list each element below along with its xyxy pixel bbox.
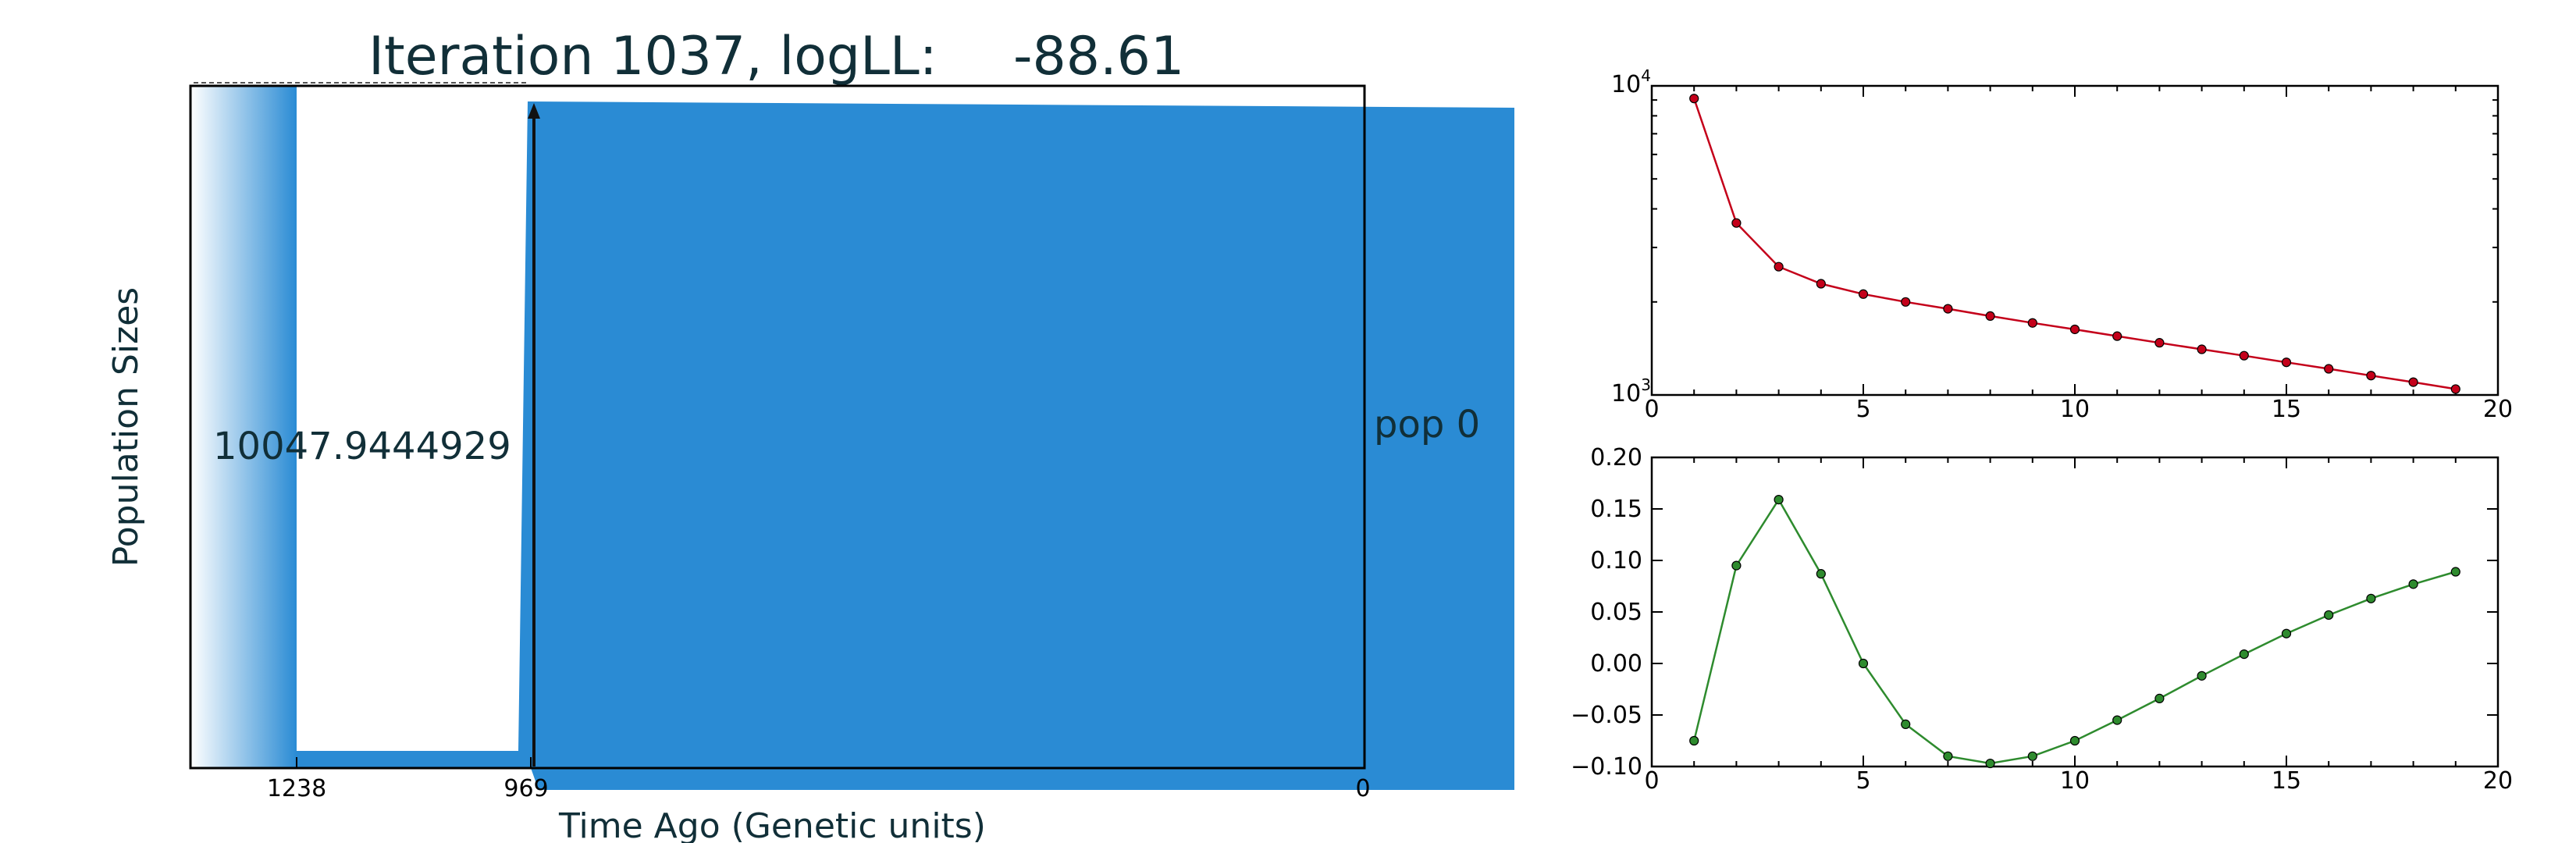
population-y-axis-label: Population Sizes bbox=[106, 287, 146, 567]
linear-series-line bbox=[1689, 495, 2460, 769]
linear-series-y-tick-label: 0.15 bbox=[1590, 496, 1642, 523]
data-point bbox=[2239, 350, 2249, 361]
linear-series-chart: 0 5 10 15 20 0.20 0.15 0.10 0.05 0.00 −0… bbox=[1571, 444, 2513, 795]
population-axes-frame bbox=[189, 84, 1366, 770]
data-point bbox=[2366, 593, 2376, 603]
data-point bbox=[1774, 495, 1784, 505]
log-series-ticks bbox=[1651, 86, 2499, 395]
data-point bbox=[1816, 569, 1826, 579]
series-line bbox=[1692, 497, 2457, 765]
data-point bbox=[2112, 715, 2122, 725]
data-point bbox=[2408, 377, 2418, 387]
data-point bbox=[1901, 719, 1911, 729]
data-point bbox=[1816, 279, 1826, 289]
linear-series-x-tick-label: 20 bbox=[2483, 767, 2513, 795]
data-point bbox=[2069, 324, 2080, 335]
data-point bbox=[1901, 297, 1911, 307]
population-name-label: pop 0 bbox=[1374, 403, 1480, 446]
log-series-axes-frame bbox=[1650, 84, 2500, 397]
data-point bbox=[1985, 758, 1995, 769]
log-series-x-tick-label: 20 bbox=[2483, 396, 2513, 423]
linear-series-y-tick-label: 0.20 bbox=[1590, 444, 1642, 471]
population-area bbox=[297, 86, 1514, 790]
data-point bbox=[2450, 384, 2460, 394]
data-point bbox=[2408, 579, 2418, 589]
data-point bbox=[2154, 338, 2165, 348]
data-point bbox=[1943, 751, 1953, 761]
log-series-y-tick-label: 103 bbox=[1611, 375, 1651, 407]
data-point bbox=[2324, 610, 2334, 621]
data-point bbox=[2154, 693, 2165, 703]
population-x-axis-label: Time Ago (Genetic units) bbox=[558, 806, 986, 843]
data-point bbox=[2366, 371, 2376, 381]
data-point bbox=[1689, 735, 1699, 746]
data-point bbox=[1689, 94, 1699, 104]
linear-series-x-tick-label: 0 bbox=[1644, 767, 1659, 795]
linear-series-x-tick-label: 10 bbox=[2060, 767, 2090, 795]
data-point bbox=[1985, 311, 1995, 322]
data-point bbox=[1731, 218, 1742, 228]
data-point bbox=[2450, 567, 2460, 577]
data-point bbox=[2281, 628, 2292, 638]
linear-series-y-tick-label: −0.10 bbox=[1571, 753, 1642, 781]
linear-series-y-tick-label: 0.10 bbox=[1590, 547, 1642, 574]
log-series-line bbox=[1689, 94, 2460, 394]
migration-arrow-head bbox=[528, 103, 540, 119]
linear-series-x-tick-label: 15 bbox=[2272, 767, 2301, 795]
log-series-x-tick-label: 10 bbox=[2060, 396, 2090, 423]
data-point bbox=[2324, 364, 2334, 374]
data-point bbox=[1858, 658, 1869, 669]
linear-series-x-tick-label: 5 bbox=[1856, 767, 1870, 795]
population-chart: 1238 969 0 10047.9444929 pop 0 Time Ago … bbox=[106, 82, 1514, 843]
data-point bbox=[2281, 357, 2292, 368]
log-series-x-tick-label: 5 bbox=[1856, 396, 1870, 423]
data-point bbox=[2239, 649, 2249, 660]
population-size-annotation: 10047.9444929 bbox=[213, 425, 511, 468]
data-point bbox=[2197, 344, 2207, 354]
linear-series-ticks bbox=[1651, 457, 2499, 767]
log-series-x-tick-label: 15 bbox=[2272, 396, 2301, 423]
log-series-x-tick-label: 0 bbox=[1644, 396, 1659, 423]
population-gradient-region bbox=[190, 86, 297, 768]
data-point bbox=[2027, 751, 2037, 761]
data-point bbox=[2027, 318, 2037, 328]
data-point bbox=[1943, 304, 1953, 314]
population-x-tick-label: 969 bbox=[503, 775, 548, 802]
log-series-y-tick-label: 104 bbox=[1611, 66, 1651, 98]
population-x-tick-label: 1238 bbox=[267, 775, 326, 802]
population-x-tick-label: 0 bbox=[1355, 775, 1370, 802]
data-point bbox=[1774, 261, 1784, 272]
data-point bbox=[1731, 560, 1742, 571]
series-line bbox=[1693, 98, 2457, 390]
linear-series-y-tick-label: −0.05 bbox=[1571, 702, 1642, 729]
figure-title: Iteration 1037, logLL: -88.61 bbox=[368, 26, 1184, 87]
data-point bbox=[2112, 331, 2122, 341]
linear-series-y-tick-label: 0.00 bbox=[1590, 650, 1642, 678]
data-point bbox=[1858, 289, 1869, 299]
log-series-chart: 0 5 10 15 20 104 103 bbox=[1611, 66, 2513, 423]
data-point bbox=[2069, 735, 2080, 746]
linear-series-y-tick-label: 0.05 bbox=[1590, 599, 1642, 626]
data-point bbox=[2197, 670, 2207, 681]
